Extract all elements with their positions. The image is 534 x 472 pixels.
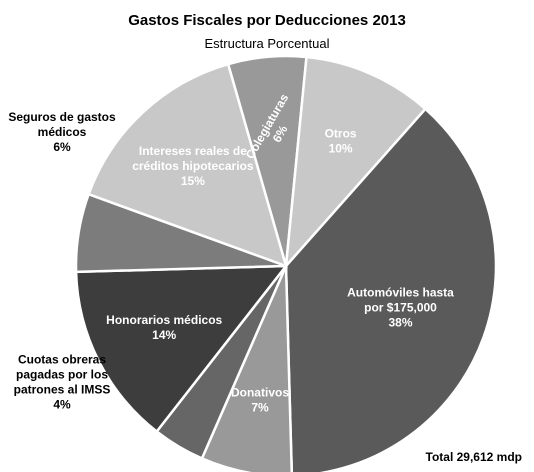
slice-label-line: Honorarios médicos — [106, 313, 222, 327]
pie-slice — [284, 107, 498, 472]
slice-label: Seguros de gastos médicos 6% — [8, 110, 116, 154]
slice-label-line: Automóviles hasta — [347, 286, 454, 300]
slice-label-line: 6% — [53, 140, 71, 154]
slice-label-line: 7% — [251, 401, 269, 415]
slice-label-line: por $175,000 — [364, 301, 437, 315]
pie-slice — [87, 62, 288, 269]
slice-label-line: Seguros de gastos — [8, 110, 116, 124]
slice-label: Intereses reales de créditos hipotecarios… — [132, 144, 254, 188]
slice-label-line: pagadas por los — [16, 368, 108, 382]
slice-label-line: patrones al IMSS — [14, 383, 111, 397]
slice-label: Otros 10% — [325, 126, 357, 155]
slice-label-line: 10% — [329, 141, 353, 155]
pie-slice — [74, 264, 289, 434]
slice-label-line: Otros — [325, 126, 357, 140]
slice-label-line: médicos — [38, 125, 87, 139]
slice-label-line: créditos hipotecarios — [132, 159, 254, 173]
slice-label-line: 38% — [388, 316, 412, 330]
slice-label-line: 14% — [152, 328, 176, 342]
slice-label-line: 15% — [181, 174, 205, 188]
slice-label-line: Cuotas obreras — [18, 353, 106, 367]
total-note: Total 29,612 mdp — [425, 450, 522, 464]
chart-subtitle: Estructura Porcentual — [204, 36, 330, 51]
slice-label-line: Donativos — [231, 386, 289, 400]
slice-label: Automóviles hasta por $175,000 38% — [347, 286, 454, 330]
pie-slice — [284, 55, 428, 270]
slice-label: Donativos 7% — [231, 386, 289, 415]
slice-label-line: 4% — [53, 398, 71, 412]
slice-label: Honorarios médicos 14% — [106, 313, 222, 342]
slice-label-line: Intereses reales de — [139, 144, 247, 158]
chart-title: Gastos Fiscales por Deducciones 2013 — [128, 12, 406, 29]
slice-label: Cuotas obreras pagadas por los patrones al… — [14, 353, 111, 412]
